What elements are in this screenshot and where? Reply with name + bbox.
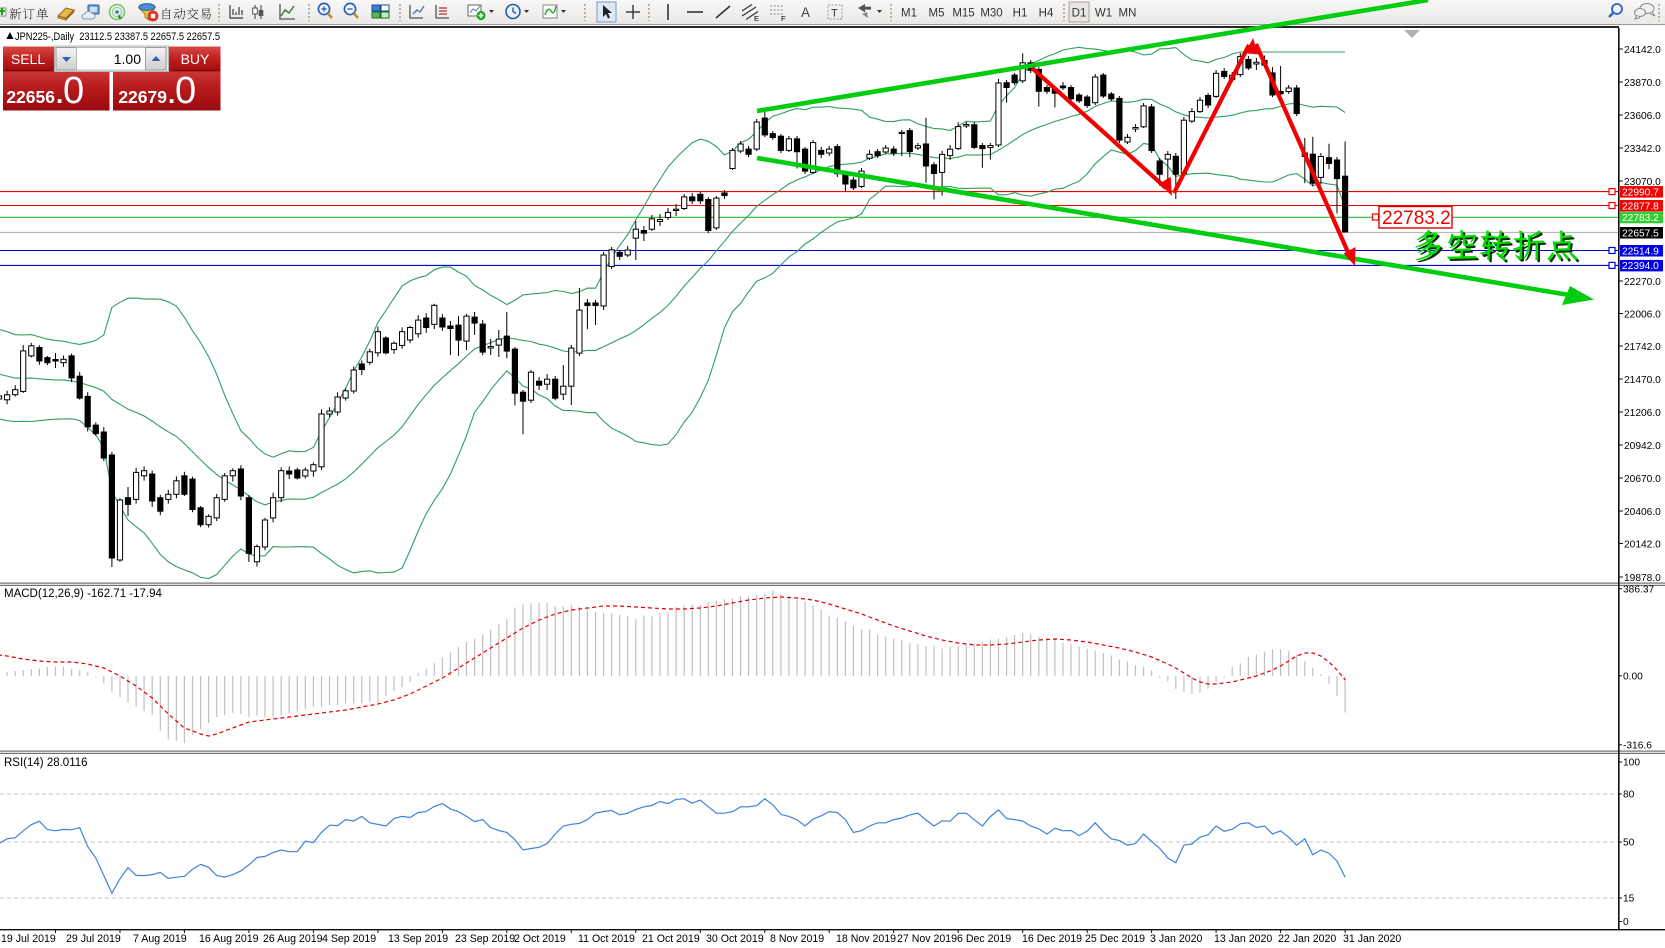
svg-text:23070.0: 23070.0 xyxy=(1624,177,1661,188)
svg-text:22783.2: 22783.2 xyxy=(1382,208,1451,229)
svg-text:18 Nov 2019: 18 Nov 2019 xyxy=(836,933,896,945)
svg-text:80: 80 xyxy=(1623,790,1635,801)
svg-text:22657.5: 22657.5 xyxy=(1622,228,1659,239)
svg-text:A: A xyxy=(801,5,810,20)
svg-text:16 Dec 2019: 16 Dec 2019 xyxy=(1022,933,1082,945)
svg-text:23 Sep 2019: 23 Sep 2019 xyxy=(455,933,515,945)
svg-text:7 Aug 2019: 7 Aug 2019 xyxy=(133,933,187,945)
svg-text:T: T xyxy=(831,8,838,20)
svg-text:22006.0: 22006.0 xyxy=(1624,309,1661,320)
svg-text:22990.7: 22990.7 xyxy=(1622,187,1659,198)
svg-text:JPN225-,Daily 23112.5 23387.5: JPN225-,Daily 23112.5 23387.5 22657.5 22… xyxy=(15,31,220,43)
svg-text:22394.0: 22394.0 xyxy=(1622,261,1659,272)
svg-text:-316.6: -316.6 xyxy=(1623,741,1652,752)
svg-text:M5: M5 xyxy=(929,8,945,20)
svg-text:21470.0: 21470.0 xyxy=(1624,375,1661,386)
svg-text:11 Oct 2019: 11 Oct 2019 xyxy=(578,933,635,945)
svg-text:19878.0: 19878.0 xyxy=(1624,573,1661,584)
svg-text:386.37: 386.37 xyxy=(1623,585,1654,596)
svg-text:0: 0 xyxy=(175,70,196,112)
svg-text:MN: MN xyxy=(1119,8,1137,20)
svg-text:27 Nov 2019: 27 Nov 2019 xyxy=(897,933,957,945)
svg-text:0.00: 0.00 xyxy=(1623,672,1643,683)
svg-text:22270.0: 22270.0 xyxy=(1624,277,1661,288)
svg-text:25 Dec 2019: 25 Dec 2019 xyxy=(1085,933,1145,945)
svg-text:D1: D1 xyxy=(1072,8,1087,20)
svg-text:22679: 22679 xyxy=(118,87,167,107)
svg-text:22514.9: 22514.9 xyxy=(1622,246,1659,257)
svg-text:23870.0: 23870.0 xyxy=(1624,78,1661,89)
svg-text:M1: M1 xyxy=(901,8,917,20)
svg-text:16 Aug 2019: 16 Aug 2019 xyxy=(199,933,259,945)
svg-text:22783.2: 22783.2 xyxy=(1622,213,1659,224)
svg-text:3 Jan 2020: 3 Jan 2020 xyxy=(1150,933,1203,945)
svg-text:21 Oct 2019: 21 Oct 2019 xyxy=(642,933,700,945)
svg-text:H4: H4 xyxy=(1039,8,1054,20)
svg-text:0: 0 xyxy=(1623,917,1629,928)
svg-text:15: 15 xyxy=(1623,894,1635,905)
svg-text:19 Jul 2019: 19 Jul 2019 xyxy=(1,933,56,945)
svg-text:H1: H1 xyxy=(1013,8,1028,20)
svg-text:20142.0: 20142.0 xyxy=(1624,539,1661,550)
svg-text:20942.0: 20942.0 xyxy=(1624,441,1661,452)
svg-text:26 Aug 2019: 26 Aug 2019 xyxy=(263,933,323,945)
svg-text:4 Sep 2019: 4 Sep 2019 xyxy=(322,933,376,945)
svg-text:0: 0 xyxy=(63,70,84,112)
svg-text:13 Jan 2020: 13 Jan 2020 xyxy=(1214,933,1272,945)
svg-text:22656: 22656 xyxy=(6,87,55,107)
svg-text:20406.0: 20406.0 xyxy=(1624,507,1661,518)
svg-text:21742.0: 21742.0 xyxy=(1624,342,1661,353)
svg-text:100: 100 xyxy=(1623,758,1640,769)
svg-text:21206.0: 21206.0 xyxy=(1624,408,1661,419)
svg-text:M15: M15 xyxy=(952,8,974,20)
svg-text:RSI(14) 28.0116: RSI(14) 28.0116 xyxy=(4,757,88,769)
svg-text:E: E xyxy=(754,14,759,23)
svg-text:30 Oct 2019: 30 Oct 2019 xyxy=(706,933,764,945)
svg-text:▲: ▲ xyxy=(4,28,16,42)
svg-text:23606.0: 23606.0 xyxy=(1624,111,1661,122)
svg-text:M30: M30 xyxy=(980,8,1002,20)
svg-text:2 Oct 2019: 2 Oct 2019 xyxy=(514,933,566,945)
svg-text:6 Dec 2019: 6 Dec 2019 xyxy=(957,933,1011,945)
svg-text:SELL: SELL xyxy=(11,51,45,67)
svg-text:13 Sep 2019: 13 Sep 2019 xyxy=(388,933,448,945)
svg-text:F: F xyxy=(781,14,786,23)
svg-text:50: 50 xyxy=(1623,838,1635,849)
svg-text:1.00: 1.00 xyxy=(114,51,141,67)
svg-text:22 Jan 2020: 22 Jan 2020 xyxy=(1278,933,1336,945)
svg-text:.: . xyxy=(56,79,63,109)
svg-text:20670.0: 20670.0 xyxy=(1624,474,1661,485)
svg-text:.: . xyxy=(168,79,175,109)
svg-text:22877.8: 22877.8 xyxy=(1622,201,1659,212)
svg-text:23342.0: 23342.0 xyxy=(1624,144,1661,155)
svg-text:8 Nov 2019: 8 Nov 2019 xyxy=(770,933,824,945)
svg-text:31 Jan 2020: 31 Jan 2020 xyxy=(1343,933,1401,945)
svg-text:24142.0: 24142.0 xyxy=(1624,45,1661,56)
svg-text:29 Jul 2019: 29 Jul 2019 xyxy=(66,933,121,945)
svg-text:BUY: BUY xyxy=(181,51,210,67)
svg-text:MACD(12,26,9) -162.71 -17.94: MACD(12,26,9) -162.71 -17.94 xyxy=(4,588,162,600)
svg-text:W1: W1 xyxy=(1095,8,1112,20)
